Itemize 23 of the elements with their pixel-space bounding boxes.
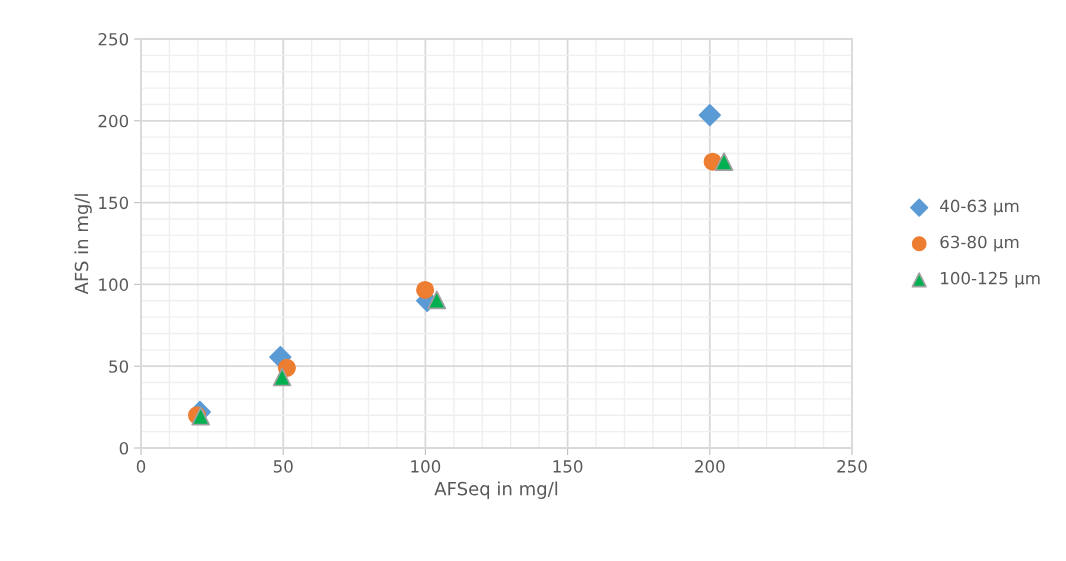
point — [272, 367, 292, 387]
legend-label: 100-125 µm — [941, 271, 1040, 288]
y-tick-label: 200 — [98, 114, 129, 128]
x-axis-title: AFSeq in mg/l — [434, 481, 558, 499]
legend-label: 63-80 µm — [940, 235, 1019, 252]
y-tick-label: 50 — [109, 360, 129, 373]
y-axis-title: AFS in mg/l — [74, 194, 92, 295]
y-tick-label: 250 — [98, 32, 129, 46]
x-tick-label: 50 — [273, 460, 293, 473]
x-tick-label: 200 — [695, 460, 725, 473]
x-tick-label: 0 — [136, 460, 146, 473]
point — [416, 280, 435, 300]
x-tick-label: 100 — [411, 460, 441, 473]
y-tick-label: 150 — [99, 196, 129, 210]
legend-label: 40-63 µm — [940, 199, 1019, 216]
x-tick-label: 250 — [837, 460, 867, 473]
y-tick-label: 100 — [99, 278, 129, 291]
point — [698, 103, 721, 127]
x-tick-label: 150 — [553, 460, 583, 473]
point — [191, 406, 211, 426]
y-tick-label: 0 — [119, 441, 129, 455]
point — [714, 152, 734, 172]
point — [427, 290, 447, 310]
